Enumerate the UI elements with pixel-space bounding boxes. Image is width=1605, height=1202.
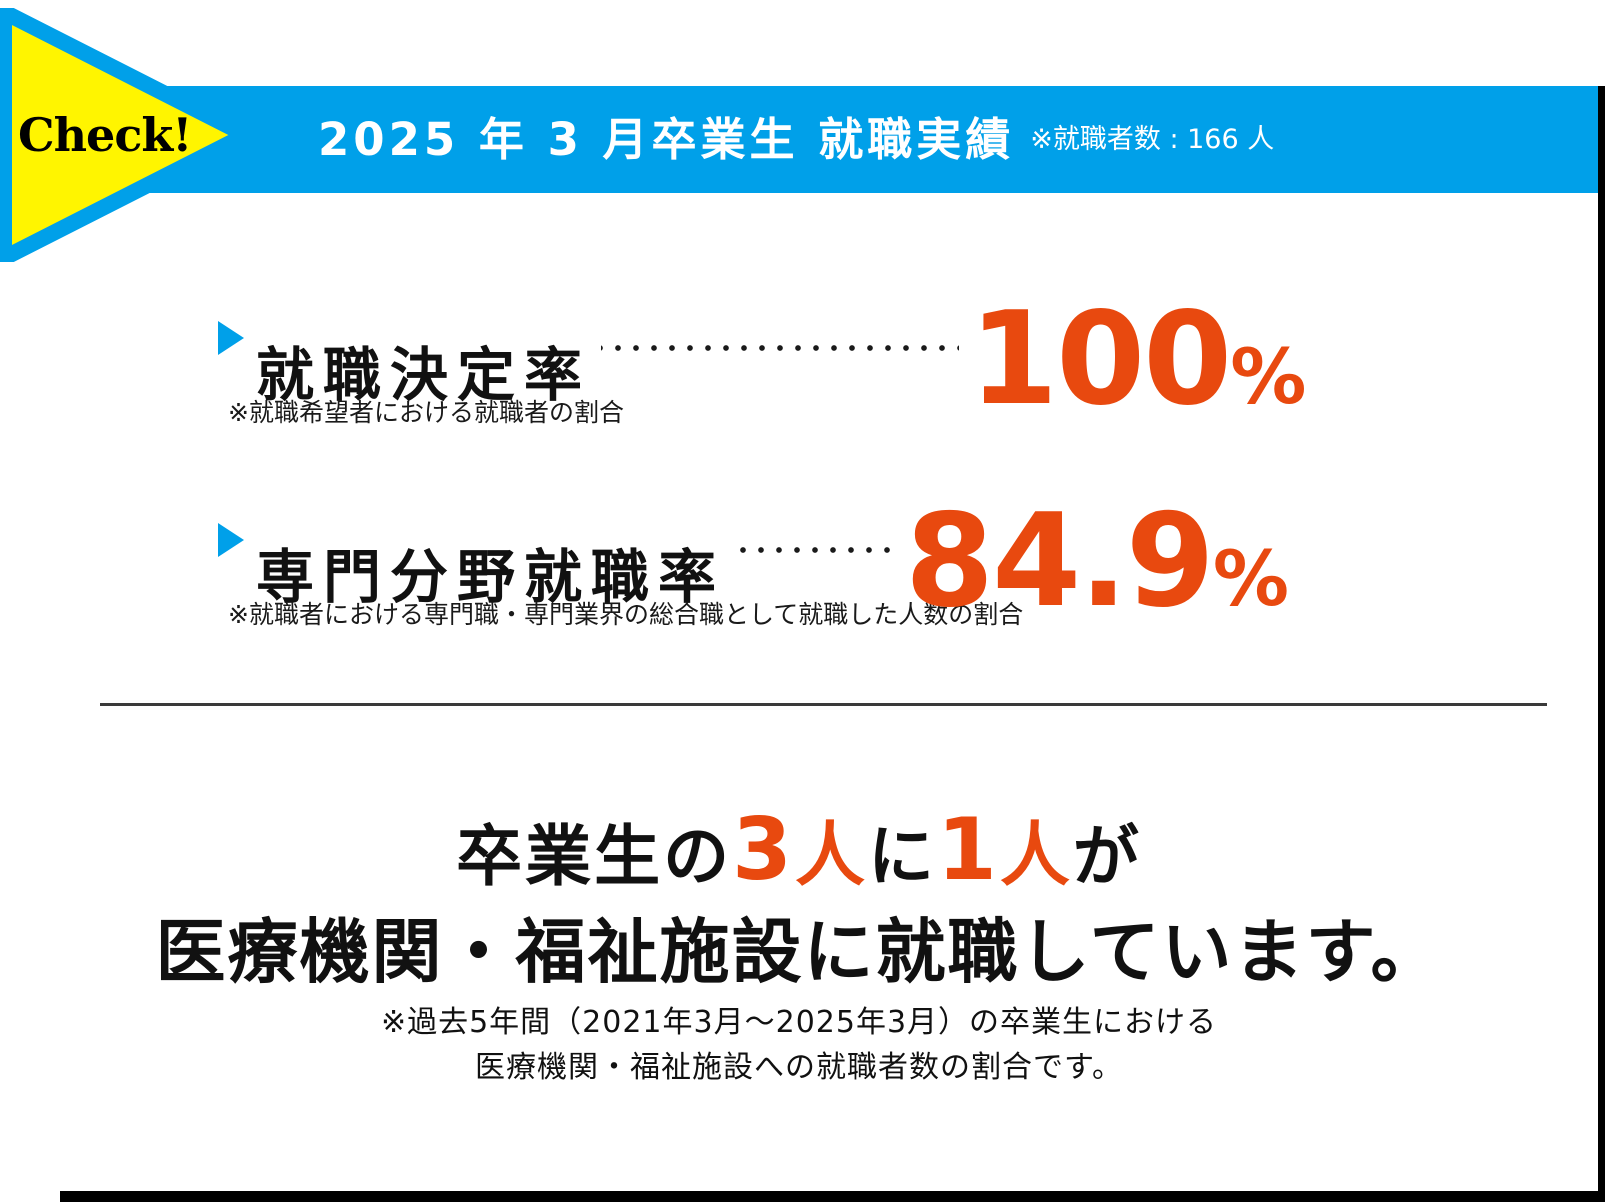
headline-unit-1: 人	[795, 814, 868, 896]
headline-text-part3: が	[1072, 818, 1142, 895]
stat-block-field-specific-rate: 専門分野就職率 84.9% ※就職者における専門職・専門業界の総合職として就職し…	[218, 490, 1418, 627]
leader-dots	[735, 546, 896, 554]
triangle-right-icon	[218, 321, 244, 355]
triangle-right-icon	[218, 523, 244, 557]
headline-line-1: 卒業生の3人に1人が	[0, 800, 1598, 901]
right-edge-bar	[1598, 86, 1605, 1202]
section-divider	[100, 703, 1547, 706]
headline-text-part1: 卒業生の	[456, 818, 733, 895]
bottom-edge-bar	[60, 1191, 1605, 1202]
stat-value-unit: %	[1212, 534, 1289, 623]
check-arrow-badge: Check!	[0, 8, 250, 262]
footnotes-block: ※過去5年間（2021年3月〜2025年3月）の卒業生における 医療機関・福祉施…	[0, 1000, 1598, 1090]
headline-unit-2: 人	[999, 814, 1073, 896]
headline-number-1: 1	[937, 800, 1000, 900]
stat-value-number: 100	[969, 285, 1232, 434]
header-banner	[0, 86, 1598, 193]
stat-main-row: 就職決定率 100%	[218, 288, 1418, 424]
headline-block: 卒業生の3人に1人が 医療機関・福祉施設に就職しています。	[0, 800, 1598, 994]
stat-label: 専門分野就職率	[256, 543, 726, 611]
headline-line-2: 医療機関・福祉施設に就職しています。	[155, 911, 1443, 994]
headline-number-3: 3	[732, 800, 795, 900]
stat-value: 100%	[969, 296, 1306, 424]
stat-note: ※就職希望者における就職者の割合	[228, 398, 624, 427]
stat-block-placement-rate: 就職決定率 100% ※就職希望者における就職者の割合	[218, 288, 1418, 425]
footnote-line-1: ※過去5年間（2021年3月〜2025年3月）の卒業生における	[380, 1005, 1218, 1040]
footnote-line-2: 医療機関・福祉施設への就職者数の割合です。	[475, 1050, 1123, 1085]
headline-text-part2: に	[868, 818, 937, 895]
stat-main-row: 専門分野就職率 84.9%	[218, 490, 1418, 626]
check-arrow-icon	[0, 8, 250, 262]
stat-label: 就職決定率	[256, 341, 592, 409]
header-banner-text: 2025 年 3 月卒業生 就職実績 ※就職者数 : 166 人	[318, 86, 1518, 193]
stat-value-unit: %	[1230, 332, 1307, 421]
stat-value: 84.9%	[905, 498, 1289, 626]
stat-note: ※就職者における専門職・専門業界の総合職として就職した人数の割合	[228, 600, 1024, 629]
header-note: ※就職者数 : 166 人	[1030, 124, 1275, 155]
stat-value-number: 84.9	[905, 487, 1215, 636]
check-badge-label: Check!	[18, 108, 192, 162]
leader-dots	[601, 344, 960, 352]
header-title: 2025 年 3 月卒業生 就職実績	[318, 113, 1015, 166]
